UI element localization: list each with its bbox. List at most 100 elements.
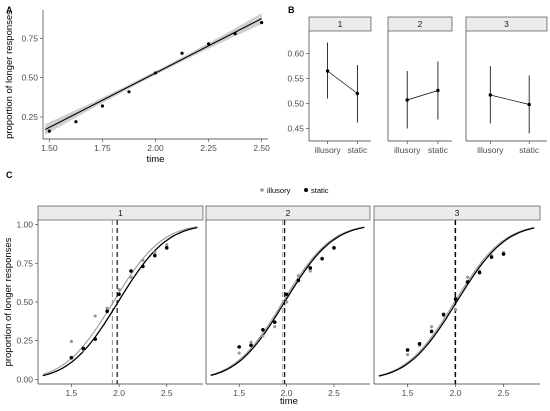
panel-a: A 0.25 0.50 0.75 1.50 1.75 2.00 2.25 2.50 time pro… bbox=[4, 5, 270, 165]
panel-c-facet-1-static-curve bbox=[42, 226, 198, 377]
panel-c-facet-1-static-point bbox=[117, 292, 121, 297]
panel-b-y-tick-label: 0.55 bbox=[287, 74, 304, 84]
panel-b-mean-point bbox=[527, 102, 531, 107]
panel-a-fit-line bbox=[44, 18, 262, 131]
panel-c-facet-2-illusory-point bbox=[273, 325, 277, 329]
panel-c-facet-2-strip-label: 2 bbox=[286, 208, 291, 218]
panel-c-facet-2-illusory-point bbox=[237, 351, 241, 355]
panel-b-x-tick-label: illusory bbox=[394, 145, 421, 155]
panel-c-facet-2-static-point bbox=[320, 256, 324, 261]
panel-c-facet-2-illusory-point bbox=[308, 269, 312, 273]
panel-c-facet-1-illusory-point bbox=[153, 250, 157, 255]
panel-c-facet-1-illusory-point bbox=[129, 275, 133, 279]
panel-c-y-tick-label: 0.00 bbox=[16, 374, 33, 384]
panel-c-facet-1-illusory-point bbox=[69, 339, 73, 344]
panel-c-facet-1-strip-label: 1 bbox=[118, 208, 123, 218]
panel-c-facet-3-x-tick-label: 2.5 bbox=[498, 388, 510, 398]
panel-c-y-tick-label: 0.25 bbox=[16, 336, 33, 346]
legend-illusory-marker bbox=[260, 188, 264, 192]
panel-c-facet-3-illusory-point bbox=[453, 308, 458, 312]
panel-b-y-tick-label: 0.45 bbox=[287, 124, 304, 134]
panel-b-mean-point bbox=[436, 88, 440, 93]
panel-c-facet-1-static-point bbox=[69, 355, 74, 360]
panel-a-y-tick-label: 0.50 bbox=[21, 73, 38, 83]
panel-a-data-point bbox=[180, 51, 184, 55]
panel-c-facet-3-strip-label: 3 bbox=[455, 208, 460, 218]
panel-c-facet-3-static-point bbox=[453, 297, 458, 301]
panel-c-y-tick-label: 1.00 bbox=[16, 220, 33, 230]
panel-a-x-tick-label: 1.75 bbox=[94, 143, 111, 153]
panel-c-facet-1-static-point bbox=[105, 309, 109, 314]
panel-b-x-tick-label: illusory bbox=[314, 145, 341, 155]
panel-c-facet-2-x-tick-label: 2.5 bbox=[328, 388, 340, 398]
panel-letter-b: B bbox=[288, 5, 295, 15]
legend-static-marker bbox=[304, 188, 308, 192]
panel-b: B 1 illusory static 0.45 0.50 0.55 0.60 2 illusor… bbox=[287, 5, 548, 155]
panel-a-y-tick-label: 0.25 bbox=[21, 112, 38, 122]
panel-a-data-point bbox=[100, 104, 105, 108]
panel-b-mean-point bbox=[488, 93, 492, 97]
panel-b-y-tick-label: 0.50 bbox=[287, 99, 304, 109]
panel-c-facet-2-static-point bbox=[308, 266, 313, 270]
panel-c-facet-2-static-curve bbox=[210, 226, 365, 377]
panel-c-facet-2-static-point bbox=[296, 278, 301, 283]
panel-a-data-point bbox=[260, 20, 264, 25]
panel-c-facet-1-illusory-point bbox=[105, 306, 109, 310]
panel-c-facet-2-static-point bbox=[261, 328, 265, 332]
panel-b-connector-line bbox=[407, 90, 439, 101]
legend-static-label: static bbox=[311, 186, 329, 195]
panel-c-facet-3-static-point bbox=[477, 270, 482, 275]
panel-c-y-axis-title: proportion of longer responses bbox=[3, 237, 14, 366]
panel-b-facet-2-strip-label: 2 bbox=[418, 19, 423, 29]
panel-b-x-tick-label: static bbox=[519, 145, 540, 155]
panel-c-facet-1-illusory-point bbox=[141, 258, 145, 262]
panel-c-facet-3-static-point bbox=[465, 280, 470, 284]
panel-c-x-axis-title: time bbox=[280, 396, 298, 407]
panel-b-mean-point bbox=[355, 91, 360, 96]
panel-b-connector-line bbox=[327, 70, 358, 94]
panel-c-y-tick-label: 0.50 bbox=[16, 297, 33, 307]
panel-c-facet-3-illusory-point bbox=[405, 353, 410, 357]
panel-a-x-tick-label: 2.00 bbox=[147, 143, 164, 153]
panel-c-facet-1-static-point bbox=[141, 264, 145, 269]
panel-b-x-tick-label: static bbox=[428, 145, 449, 155]
panel-c-facet-2-x-tick-label: 1.5 bbox=[233, 388, 245, 398]
panel-c-facet-3-static-point bbox=[417, 341, 422, 346]
panel-b-facet-3-strip-label: 3 bbox=[504, 19, 509, 29]
panel-c-facet-2-static-point bbox=[332, 246, 336, 250]
panel-c-facet-1-x-tick-label: 1.5 bbox=[65, 388, 77, 398]
panel-b-mean-point bbox=[405, 98, 409, 102]
panel-b-mean-point bbox=[325, 69, 330, 73]
panel-c-facet-2-static-point bbox=[284, 292, 289, 297]
panel-a-data-point bbox=[127, 90, 131, 94]
panel-c-facet-3-illusory-point bbox=[465, 275, 470, 279]
panel-c-facet-2-strip bbox=[205, 205, 371, 221]
panel-c-facet-2-illusory-point bbox=[261, 334, 265, 338]
panel-a-data-point bbox=[233, 31, 237, 36]
panel-a-y-axis-title: proportion of longer responses bbox=[4, 10, 15, 139]
legend-illusory-label: illusory bbox=[267, 186, 291, 195]
panel-c-facet-1-illusory-curve bbox=[42, 226, 198, 375]
panel-b-x-tick-label: illusory bbox=[477, 145, 504, 155]
panel-c-facet-1-illusory-point bbox=[165, 243, 169, 247]
panel-c-facet-3-strip bbox=[373, 205, 541, 221]
panel-c-facet-1-static-point bbox=[153, 253, 157, 258]
panel-c-facet-2-static-point bbox=[272, 320, 277, 324]
panel-a-x-tick-label: 2.25 bbox=[200, 143, 217, 153]
panel-a-data-point bbox=[206, 42, 211, 46]
panel-c-facet-3-static-point bbox=[429, 329, 434, 334]
panel-c-facet-1-illusory-point bbox=[93, 314, 97, 318]
panel-c-facet-3-static-point bbox=[441, 312, 446, 317]
panel-c-facet-3-static-point bbox=[501, 252, 506, 256]
panel-c-facet-1-static-point bbox=[93, 337, 98, 341]
panel-c-facet-2-illusory-point bbox=[296, 274, 301, 278]
panel-c-facet-1-strip bbox=[37, 205, 204, 221]
panel-c-facet-2-static-point bbox=[237, 345, 241, 349]
panel-c-facet-2-static-point bbox=[249, 343, 253, 348]
panel-c-y-tick-label: 0.75 bbox=[16, 258, 33, 268]
panel-b-facet-1-strip bbox=[308, 16, 372, 32]
panel-c-facet-3-illusory-point bbox=[429, 325, 434, 329]
panel-c-legend: illusory static bbox=[260, 186, 329, 195]
